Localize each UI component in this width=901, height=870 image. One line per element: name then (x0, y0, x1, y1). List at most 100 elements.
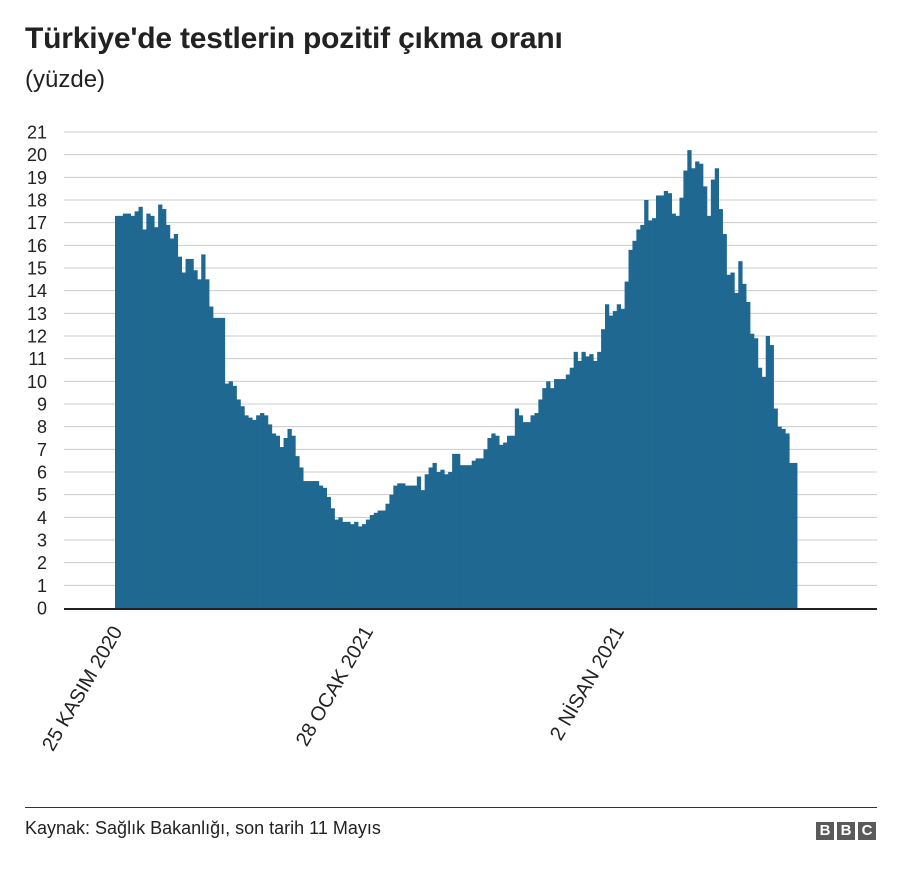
y-tick-label: 14 (27, 281, 47, 301)
y-tick-label: 1 (37, 576, 47, 596)
bar (326, 496, 331, 608)
bar (201, 254, 206, 608)
bar (761, 376, 767, 608)
bar (209, 306, 214, 608)
bar (126, 213, 132, 608)
bar (569, 367, 574, 608)
bar (377, 510, 382, 608)
bar (142, 229, 147, 608)
bar (373, 512, 378, 608)
bbc-logo-letter: B (816, 822, 834, 840)
bar (742, 283, 747, 608)
bar (703, 186, 708, 608)
bar (162, 209, 167, 609)
bar-series (115, 150, 798, 609)
bar (232, 385, 237, 608)
bar (769, 345, 774, 608)
bar (452, 453, 457, 608)
bar (130, 215, 135, 608)
bar (612, 311, 618, 608)
bar (620, 308, 625, 608)
bar (228, 381, 233, 608)
y-tick-label: 0 (37, 599, 47, 619)
bar (459, 465, 465, 608)
bar (734, 292, 739, 608)
bar (605, 304, 610, 608)
bar (652, 218, 657, 608)
bar (189, 258, 194, 608)
bar (667, 193, 672, 608)
bar (597, 351, 602, 608)
bar (706, 215, 712, 608)
bar (491, 433, 496, 608)
bar (303, 481, 308, 608)
bar (350, 524, 355, 608)
bar (397, 483, 402, 608)
bar (471, 460, 476, 608)
x-tick-label: 28 OCAK 2021 (292, 623, 378, 751)
bar (495, 435, 500, 608)
bar (534, 413, 539, 608)
source-note: Kaynak: Sağlık Bakanlığı, son tarih 11 M… (25, 818, 381, 838)
bar (236, 399, 241, 608)
y-tick-label: 5 (37, 485, 47, 505)
bar (369, 515, 375, 608)
y-tick-label: 15 (27, 259, 47, 279)
bar (554, 379, 559, 608)
bar (146, 213, 151, 608)
y-tick-label: 12 (27, 327, 47, 347)
bar (291, 435, 296, 608)
bar (789, 462, 794, 608)
x-tick-label: 25 KASIM 2020 (38, 623, 127, 755)
bar (420, 490, 426, 608)
bar (503, 442, 508, 608)
bar (361, 524, 367, 608)
bar (565, 374, 571, 608)
bar (115, 215, 120, 608)
bbc-logo-letter: B (837, 822, 855, 840)
bar (479, 458, 484, 608)
bar (671, 213, 676, 608)
bar (436, 472, 441, 608)
bar (467, 465, 473, 608)
bar (318, 485, 324, 608)
bar (263, 415, 269, 608)
bar (181, 272, 186, 608)
bar (573, 351, 578, 608)
bar (640, 224, 645, 608)
bar (456, 453, 461, 608)
bar (644, 200, 649, 608)
bar (169, 238, 175, 609)
y-tick-label: 18 (27, 191, 47, 211)
bar (393, 485, 398, 608)
bar (122, 213, 128, 608)
bar (538, 399, 543, 608)
bar (440, 469, 445, 608)
bar (487, 438, 492, 608)
bar (691, 168, 696, 608)
bar (463, 465, 469, 608)
bar (679, 197, 684, 608)
bar (648, 220, 653, 608)
bar (675, 215, 680, 608)
bar (381, 510, 386, 608)
bar (522, 422, 527, 608)
y-tick-label: 7 (37, 440, 47, 460)
bar (314, 481, 320, 608)
bar (154, 227, 159, 608)
bar (213, 317, 218, 608)
bar (205, 279, 210, 608)
bar (695, 161, 700, 608)
bar (252, 419, 257, 608)
bar (753, 338, 759, 608)
bar (526, 422, 531, 608)
bar (577, 360, 582, 608)
bar (405, 485, 410, 608)
bar (358, 526, 363, 608)
bar (432, 462, 437, 608)
y-tick-label: 16 (27, 236, 47, 256)
bar (279, 447, 284, 608)
bar (773, 408, 778, 608)
y-tick-label: 11 (28, 349, 47, 369)
